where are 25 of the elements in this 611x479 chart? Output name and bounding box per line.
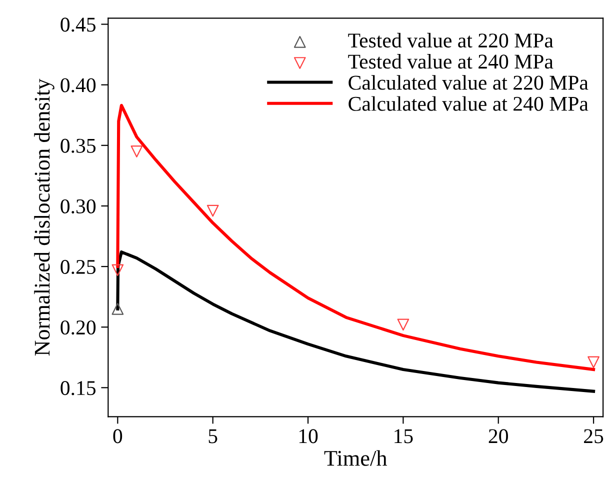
legend-label: Calculated value at 220 MPa <box>348 75 588 90</box>
x-tick-label: 25 <box>584 429 604 444</box>
y-tick-label: 0.45 <box>60 18 96 32</box>
x-tick-label: 10 <box>299 429 318 444</box>
legend-label: Tested value at 220 MPa <box>348 32 554 48</box>
x-tick-label: 0 <box>113 429 122 444</box>
y-tick-label: 0.35 <box>60 138 96 153</box>
x-tick-label: 20 <box>488 429 508 444</box>
point <box>206 204 219 217</box>
y-tick-label: 0.30 <box>60 199 96 214</box>
y-axis-title: Normalized dislocation density <box>34 78 54 356</box>
legend-label: Calculated value at 240 MPa <box>348 96 588 111</box>
point <box>112 302 124 315</box>
point <box>130 146 143 158</box>
y-tick-label: 0.15 <box>60 381 96 396</box>
point <box>397 318 410 331</box>
x-tick-label: 15 <box>394 429 413 444</box>
x-tick-label: 5 <box>208 429 218 444</box>
y-tick-label: 0.20 <box>60 320 96 335</box>
point <box>112 264 124 276</box>
legend-label: Tested value at 240 MPa <box>348 54 554 69</box>
y-tick-label: 0.25 <box>60 260 96 274</box>
x-axis-title: Time/h <box>324 450 388 466</box>
y-tick-label: 0.40 <box>60 78 96 92</box>
point <box>588 356 600 368</box>
